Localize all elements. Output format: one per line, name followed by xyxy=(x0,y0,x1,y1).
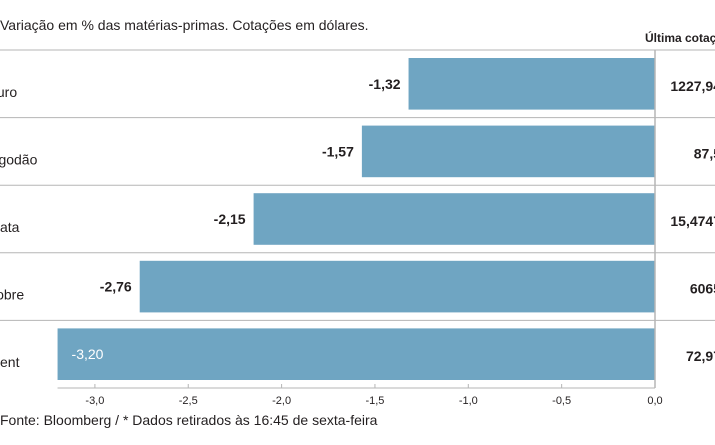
last-price: 87,5 xyxy=(694,145,715,161)
category-label: Prata xyxy=(0,219,20,235)
value-label: -2,76 xyxy=(100,279,132,295)
value-label: -1,57 xyxy=(322,143,354,159)
x-tick-label: -2,0 xyxy=(272,395,291,407)
category-label: Brent xyxy=(0,354,20,370)
last-price: 6065 xyxy=(690,281,715,297)
bar xyxy=(253,193,655,245)
x-tick-label: 0,0 xyxy=(647,395,662,407)
category-label: Cobre xyxy=(0,287,24,303)
last-price: 72,97 xyxy=(686,348,715,364)
value-label: -1,32 xyxy=(369,76,401,92)
bar xyxy=(57,328,656,380)
x-tick-label: -1,0 xyxy=(459,395,478,407)
value-label: -2,15 xyxy=(214,211,246,227)
category-label: Ouro xyxy=(0,84,17,100)
last-price: 15,4747 xyxy=(670,213,715,229)
bar xyxy=(139,260,655,313)
x-tick-label: -3,0 xyxy=(85,395,104,407)
x-tick-label: -2,5 xyxy=(179,395,198,407)
bar xyxy=(408,58,655,110)
x-tick-label: -1,5 xyxy=(365,395,384,407)
category-label: Algodão xyxy=(0,151,38,167)
chart-subtitle: Variação em % das matérias-primas. Cotaç… xyxy=(0,17,369,33)
x-tick-label: -0,5 xyxy=(552,395,571,407)
last-price-header: Última cotação xyxy=(645,31,715,45)
source-note: Fonte: Bloomberg / * Dados retirados às … xyxy=(0,412,378,428)
value-label: -3,20 xyxy=(72,346,104,362)
last-price: 1227,94 xyxy=(670,78,715,94)
bar xyxy=(361,125,655,178)
